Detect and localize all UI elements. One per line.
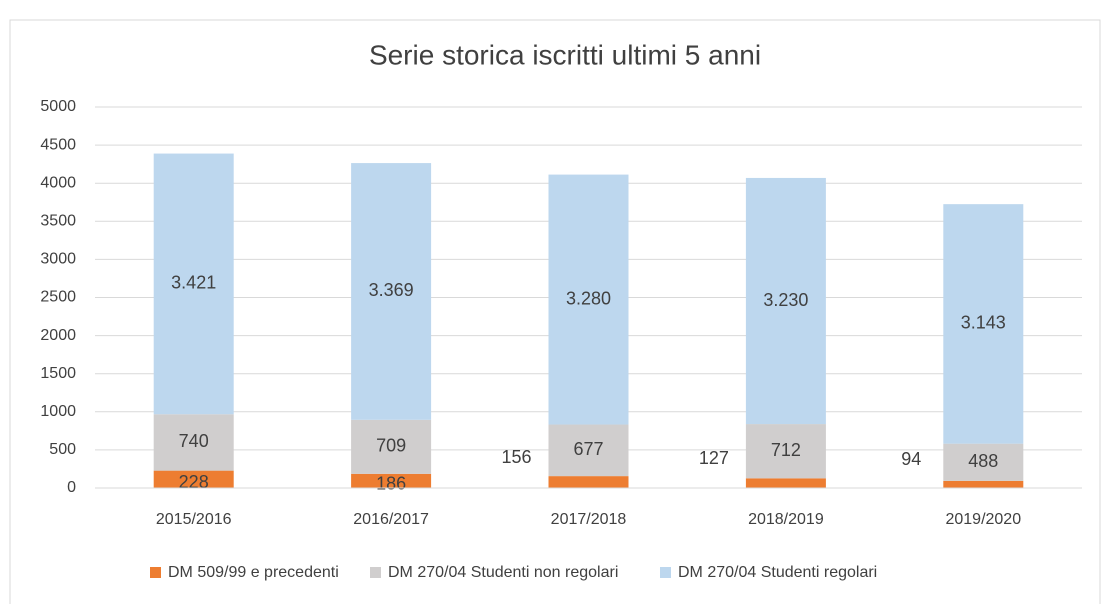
bar-segment — [153, 153, 234, 415]
data-label: 3.280 — [566, 288, 611, 308]
data-label: 3.143 — [961, 313, 1006, 333]
legend-swatch — [370, 567, 381, 578]
data-label: 3.369 — [369, 280, 414, 300]
bar-segment — [548, 476, 629, 488]
data-label: 127 — [699, 448, 729, 468]
bar-segment — [153, 470, 234, 488]
legend-swatch — [150, 567, 161, 578]
bar-segment — [745, 478, 826, 488]
bar-segment — [943, 443, 1024, 481]
bar-segment — [548, 424, 629, 477]
x-tick-label: 2018/2019 — [748, 511, 824, 528]
data-label: 488 — [968, 451, 998, 471]
data-label: 156 — [501, 447, 531, 467]
legend-label: DM 509/99 e precedenti — [168, 564, 339, 581]
data-label: 3.230 — [763, 290, 808, 310]
y-tick-label: 4500 — [40, 136, 76, 153]
bar-segment — [745, 177, 826, 425]
x-tick-label: 2015/2016 — [156, 511, 232, 528]
bar-segment — [351, 473, 432, 488]
bar-segment — [548, 174, 629, 425]
y-tick-label: 2000 — [40, 327, 76, 344]
x-tick-label: 2019/2020 — [945, 511, 1021, 528]
y-tick-label: 2500 — [40, 289, 76, 306]
data-label: 712 — [771, 440, 801, 460]
y-tick-label: 4000 — [40, 174, 76, 191]
data-label: 186 — [376, 474, 406, 494]
bar-segment — [745, 424, 826, 479]
y-tick-label: 1500 — [40, 365, 76, 382]
y-tick-label: 0 — [67, 479, 76, 496]
bar-segment — [351, 419, 432, 474]
legend-swatch — [660, 567, 671, 578]
legend-label: DM 270/04 Studenti regolari — [678, 564, 877, 581]
y-tick-label: 500 — [49, 441, 76, 458]
data-label: 677 — [573, 439, 603, 459]
data-label: 228 — [179, 472, 209, 492]
bar-segment — [943, 480, 1024, 488]
bar-segment — [351, 163, 432, 420]
data-label: 709 — [376, 436, 406, 456]
data-label: 94 — [901, 449, 921, 469]
legend-label: DM 270/04 Studenti non regolari — [388, 564, 618, 581]
data-label: 740 — [179, 431, 209, 451]
x-tick-label: 2016/2017 — [353, 511, 429, 528]
data-label: 3.421 — [171, 273, 216, 293]
y-tick-label: 1000 — [40, 403, 76, 420]
bar-segment — [943, 204, 1024, 444]
x-tick-label: 2017/2018 — [551, 511, 627, 528]
y-tick-label: 3500 — [40, 213, 76, 230]
chart-title: Serie storica iscritti ultimi 5 anni — [369, 39, 761, 70]
y-tick-label: 3000 — [40, 251, 76, 268]
bar-segment — [153, 414, 234, 471]
y-tick-label: 5000 — [40, 98, 76, 115]
